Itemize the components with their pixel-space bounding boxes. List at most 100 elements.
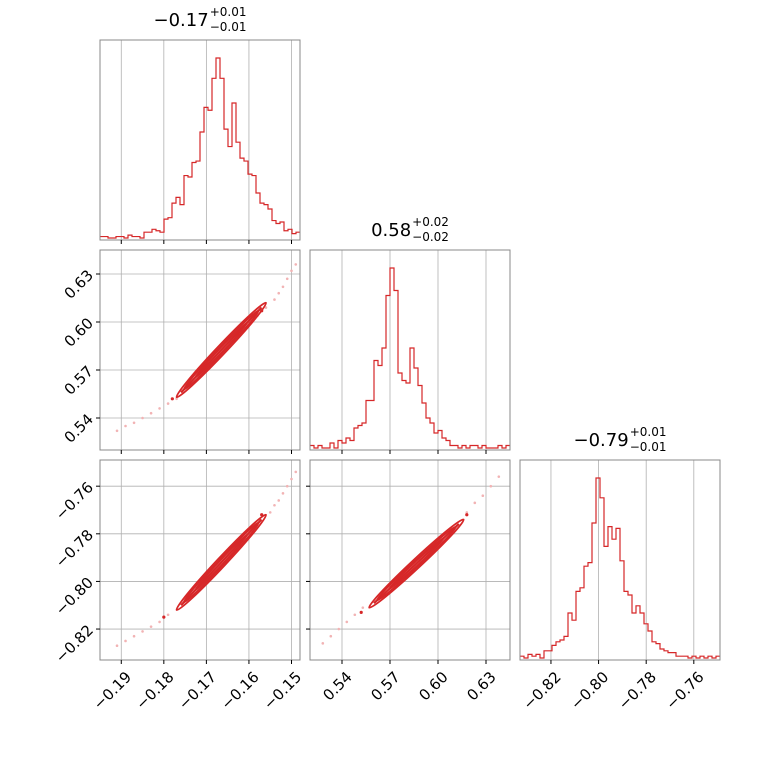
scatter-point [321, 642, 325, 645]
dense-point [170, 397, 174, 401]
title-minus: −0.01 [210, 20, 247, 34]
scatter-point [166, 402, 170, 405]
panel-frame [99, 39, 301, 241]
panel-frame [519, 459, 721, 661]
dense-point [162, 615, 166, 619]
scatter-panel-1-2 [96, 249, 301, 454]
x-tick-label: −0.80 [567, 668, 612, 713]
scatter-point [175, 397, 178, 401]
panel-frame [309, 459, 511, 661]
scatter-point [465, 511, 469, 514]
dense-point [260, 309, 264, 313]
scatter-point [277, 499, 281, 502]
scatter-point [329, 634, 333, 638]
x-axis-labels-3: −0.82 −0.80 −0.78 −0.76 [519, 668, 707, 713]
panel-title-1: −0.17 +0.01−0.01 [154, 5, 247, 34]
y-tick-label: −0.80 [52, 574, 97, 619]
scatter-point [294, 263, 298, 266]
contour-level-1 [175, 513, 267, 611]
scatter-point [473, 501, 477, 505]
x-tick-label: 0.60 [415, 668, 451, 704]
panel-title-3: −0.79 +0.01−0.01 [574, 425, 667, 454]
scatter-point [290, 477, 293, 481]
title-value: −0.17 [154, 10, 209, 31]
scatter-point [115, 429, 119, 433]
y-tick-label: −0.78 [52, 526, 97, 571]
scatter-point [273, 503, 276, 507]
y-tick-label: 0.54 [61, 410, 97, 446]
scatter-point [281, 285, 285, 289]
title-plus: +0.02 [412, 215, 449, 229]
scatter-point [497, 475, 501, 478]
scatter-point [141, 416, 144, 420]
title-plus: +0.01 [210, 5, 247, 19]
title-minus: −0.02 [412, 230, 449, 244]
x-tick-label: 0.54 [319, 668, 355, 704]
scatter-point [268, 511, 272, 514]
scatter-point [141, 630, 144, 633]
histogram-steps [520, 477, 720, 659]
scatter-point [166, 613, 170, 617]
scatter-panel-2-3 [306, 459, 511, 664]
scatter-point [115, 644, 119, 648]
x-tick-label: −0.19 [90, 668, 135, 713]
histogram-steps [310, 267, 510, 449]
title-value: 0.58 [371, 220, 411, 241]
scatter-point [285, 277, 289, 281]
scatter-point [337, 627, 341, 631]
contour-level-1 [175, 301, 267, 399]
title-minus: −0.01 [630, 440, 667, 454]
x-tick-label: 0.57 [367, 668, 403, 704]
x-tick-label: −0.17 [175, 668, 220, 713]
contour-core [180, 518, 263, 606]
y-tick-label: 0.63 [61, 266, 97, 302]
scatter-point [124, 424, 127, 428]
scatter-point [149, 625, 153, 628]
scatter-point [158, 620, 161, 624]
histogram-panel-3 [519, 459, 721, 664]
scatter-point [277, 291, 281, 295]
y-axis-labels-row-3: −0.82−0.80−0.78−0.76 [52, 478, 97, 666]
scatter-point [290, 269, 293, 273]
dense-point [465, 513, 469, 517]
y-tick-label: 0.57 [61, 362, 97, 398]
y-tick-label: −0.82 [52, 621, 97, 666]
scatter-point [285, 484, 289, 488]
y-tick-label: −0.76 [52, 478, 97, 523]
scatter-panel-1-3 [96, 459, 301, 664]
scatter-point [124, 639, 127, 643]
histogram-panel-2 [309, 249, 511, 454]
x-tick-label: −0.82 [519, 668, 564, 713]
scatter-point [353, 613, 357, 617]
title-value: −0.79 [574, 430, 629, 451]
x-tick-label: 0.63 [463, 668, 499, 704]
panel-title-2: 0.58 +0.02−0.02 [371, 215, 449, 244]
scatter-point [281, 492, 285, 495]
y-tick-label: 0.60 [61, 314, 97, 350]
scatter-point [132, 634, 136, 638]
panel-frame [309, 249, 511, 451]
scatter-point [273, 298, 276, 301]
x-tick-label: −0.78 [615, 668, 660, 713]
x-axis-labels-2: 0.54 0.57 0.60 0.63 [319, 668, 499, 704]
x-tick-label: −0.15 [260, 668, 305, 713]
histogram-panel-1 [99, 39, 301, 244]
scatter-point [361, 606, 365, 609]
histogram-steps [100, 57, 300, 239]
dense-point [260, 513, 264, 517]
x-tick-label: −0.18 [132, 668, 177, 713]
x-tick-label: −0.16 [217, 668, 262, 713]
x-axis-labels-1: −0.19−0.18−0.17−0.16−0.15 [90, 668, 305, 713]
title-plus: +0.01 [630, 425, 667, 439]
scatter-point [132, 421, 136, 425]
contour-core [373, 523, 460, 605]
scatter-point [345, 620, 349, 624]
scatter-point [481, 494, 485, 498]
contour-level-1 [368, 518, 465, 609]
scatter-point [149, 411, 153, 415]
dense-point [359, 610, 363, 614]
panel-frame [99, 249, 301, 451]
scatter-point [489, 484, 493, 488]
x-tick-label: −0.76 [662, 668, 707, 713]
